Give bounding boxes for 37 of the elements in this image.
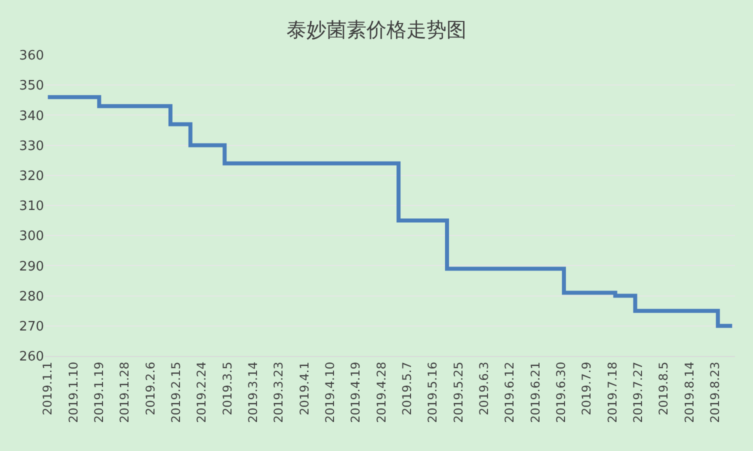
y-tick-label: 350 bbox=[19, 78, 44, 94]
x-tick-label: 2019.1.19 bbox=[92, 362, 106, 423]
y-tick-label: 270 bbox=[19, 319, 44, 334]
y-tick-label: 360 bbox=[19, 48, 44, 64]
x-tick-label: 2019.8.14 bbox=[682, 362, 696, 423]
x-tick-label: 2019.1.28 bbox=[118, 362, 132, 423]
x-tick-label: 2019.6.21 bbox=[528, 362, 542, 423]
x-tick-label: 2019.5.25 bbox=[451, 362, 466, 423]
x-tick-label: 2019.4.1 bbox=[297, 362, 312, 416]
y-tick-label: 340 bbox=[19, 108, 44, 124]
x-tick-label: 2019.3.5 bbox=[220, 362, 234, 416]
x-tick-label: 2019.6.12 bbox=[502, 362, 517, 423]
y-tick-label: 310 bbox=[19, 199, 44, 214]
x-tick-label: 2019.2.6 bbox=[143, 362, 158, 416]
x-tick-label: 2019.4.10 bbox=[323, 362, 338, 423]
x-tick-label: 2019.5.7 bbox=[400, 362, 414, 416]
x-tick-label: 2019.7.27 bbox=[630, 362, 645, 423]
y-tick-label: 280 bbox=[19, 289, 44, 304]
x-tick-label: 2019.3.14 bbox=[246, 362, 260, 423]
x-tick-label: 2019.4.19 bbox=[348, 362, 363, 423]
x-tick-label: 2019.6.30 bbox=[554, 362, 568, 423]
x-tick-label: 2019.2.24 bbox=[194, 362, 209, 423]
x-tick-label: 2019.3.23 bbox=[272, 362, 286, 423]
x-tick-label: 2019.5.16 bbox=[426, 362, 440, 423]
x-tick-label: 2019.7.18 bbox=[605, 362, 620, 423]
x-tick-label: 2019.8.5 bbox=[656, 362, 671, 416]
y-tick-label: 290 bbox=[19, 259, 44, 274]
chart-title: 泰妙菌素价格走势图 bbox=[286, 18, 466, 42]
x-tick-label: 2019.1.10 bbox=[66, 362, 80, 423]
y-tick-label: 330 bbox=[19, 138, 44, 154]
x-tick-label: 2019.8.23 bbox=[708, 362, 722, 423]
x-tick-label: 2019.4.28 bbox=[374, 362, 388, 423]
y-tick-label: 320 bbox=[19, 168, 44, 184]
x-tick-label: 2019.2.15 bbox=[169, 362, 184, 423]
y-tick-label: 300 bbox=[19, 229, 44, 244]
x-tick-label: 2019.7.9 bbox=[580, 362, 594, 416]
x-tick-label: 2019.6.3 bbox=[476, 362, 491, 416]
